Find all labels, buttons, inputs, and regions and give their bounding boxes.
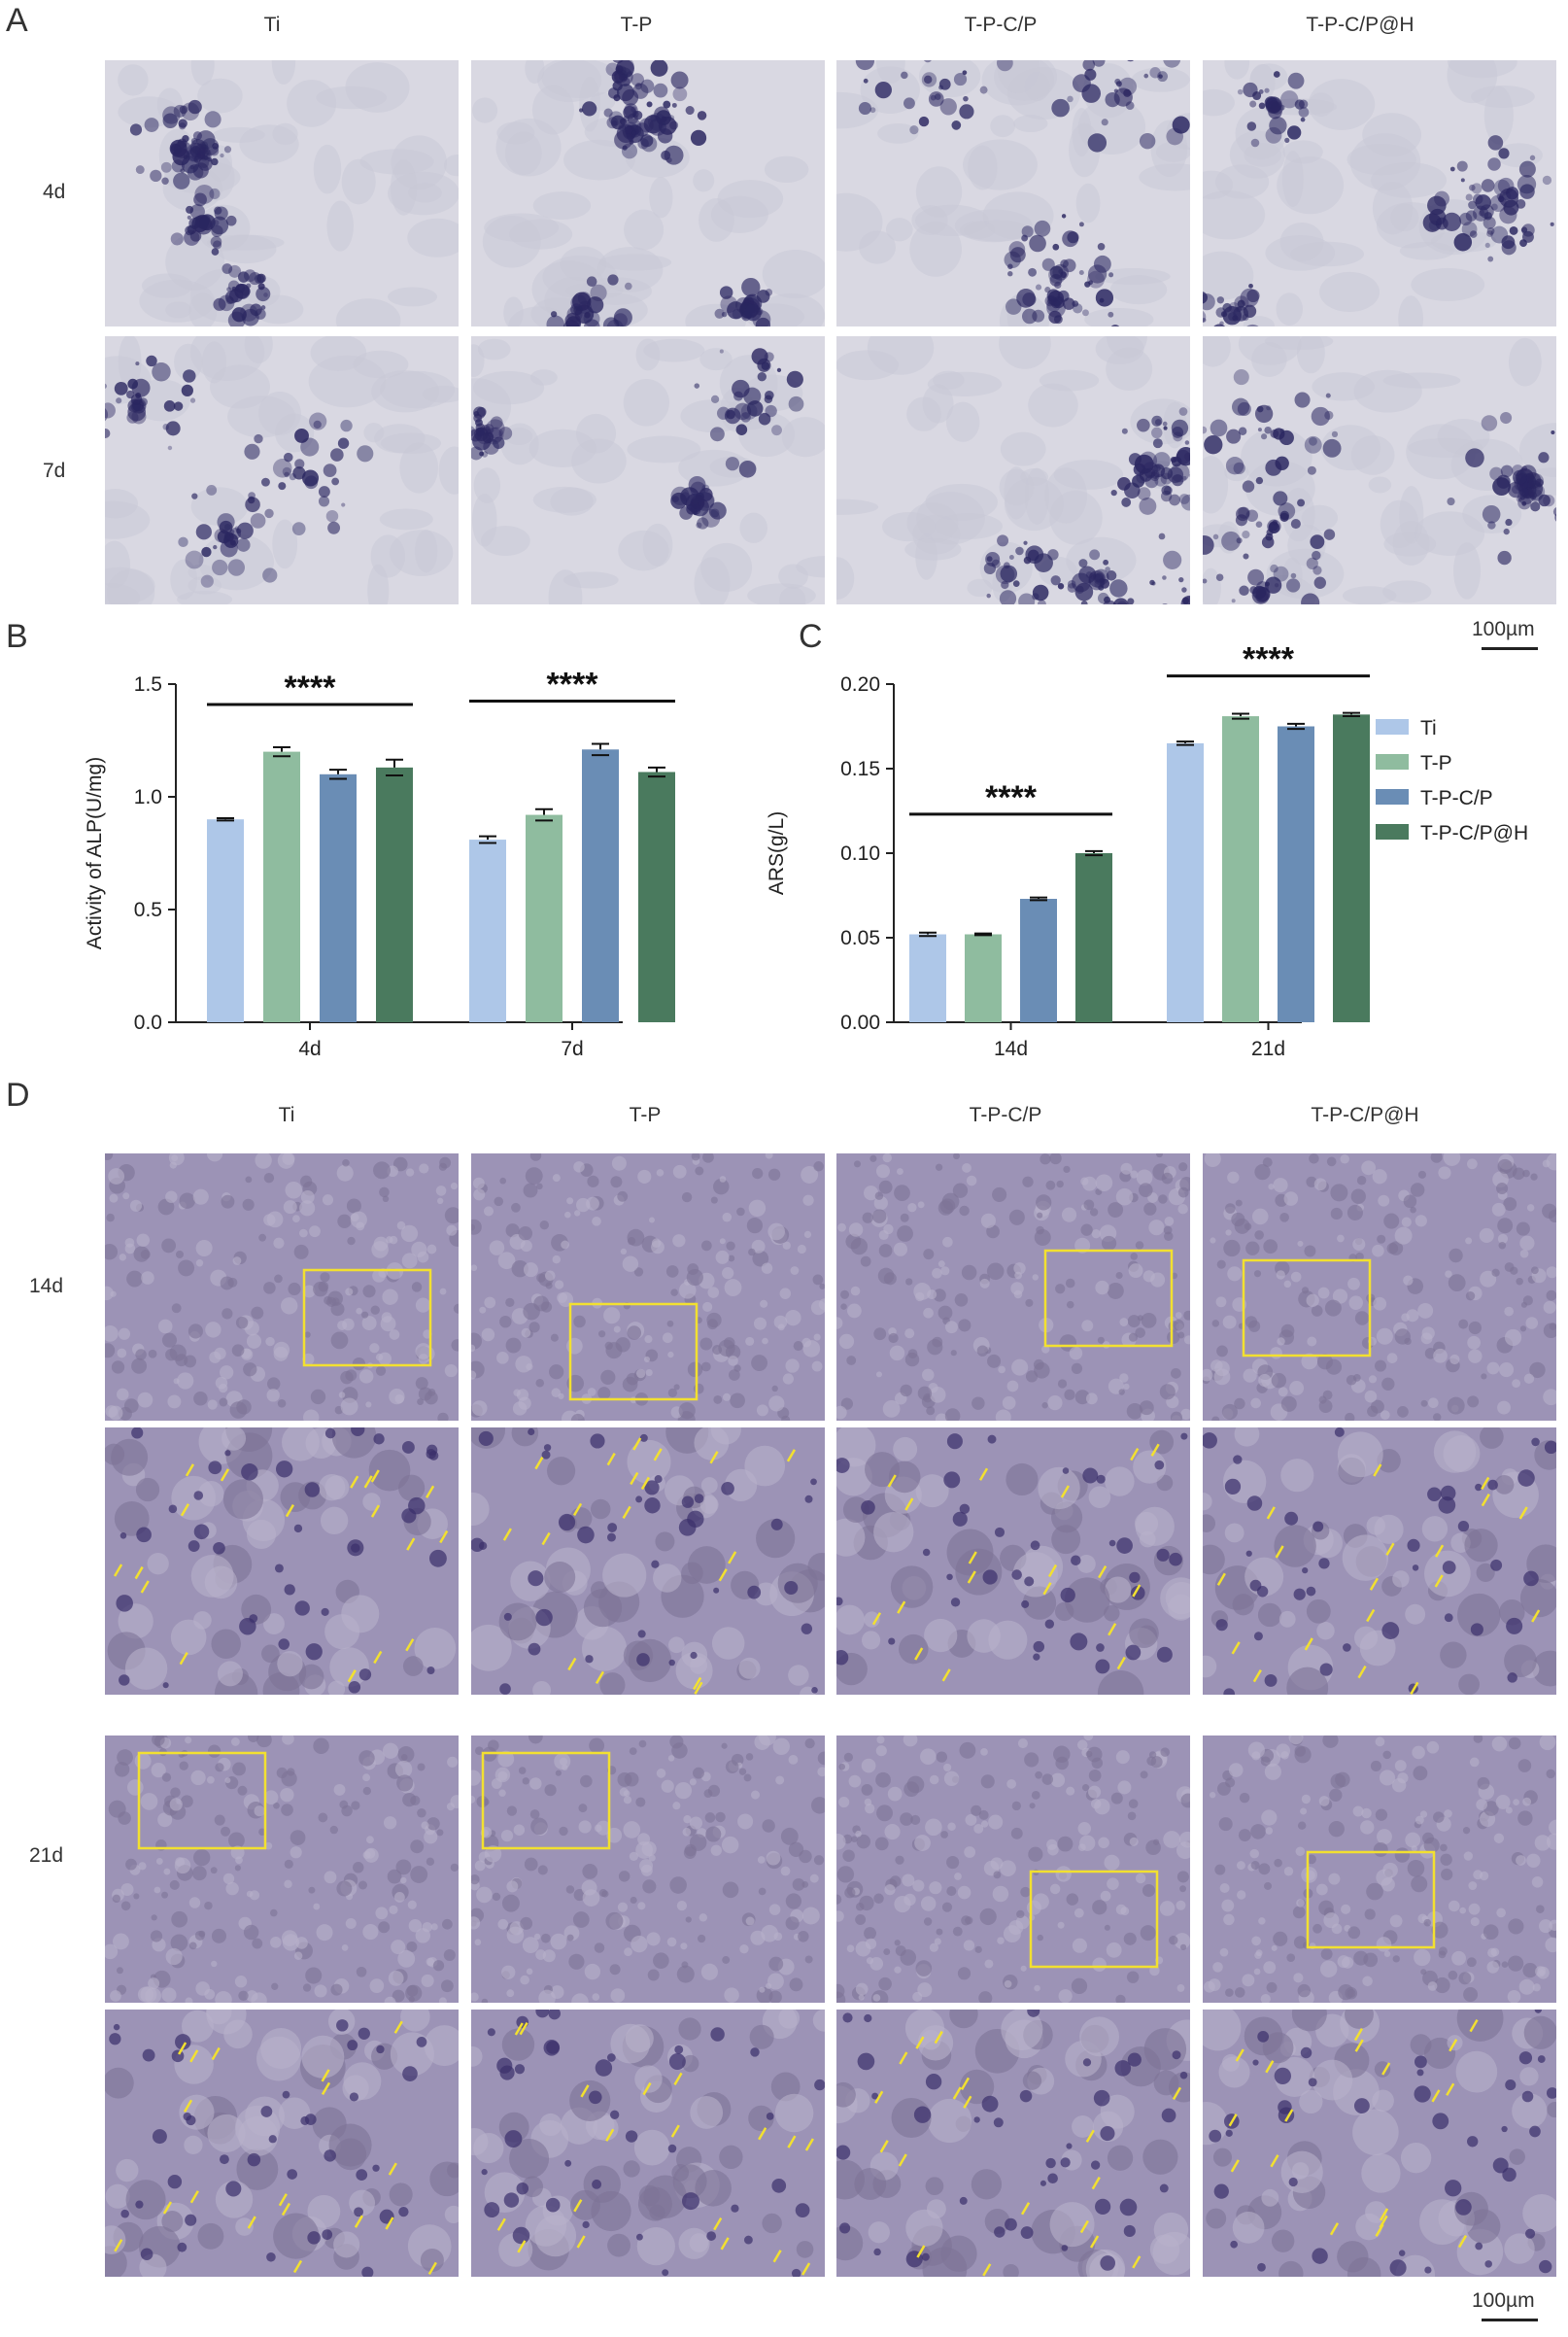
panel-d-row-21d: 21d: [29, 1844, 64, 1867]
ars-stain-zoom-21d-0: [105, 2010, 459, 2277]
ars-stain-overview-14d-1: [471, 1153, 825, 1421]
bar-Ti-14d: [909, 934, 946, 1022]
panel-c-letter: C: [799, 618, 823, 655]
ars-stain-overview-21d-0: [105, 1736, 459, 2003]
panel-a-col-tpcp: T-P-C/P: [964, 14, 1038, 36]
legend-label: Ti: [1420, 717, 1437, 739]
ars-stain-zoom-14d-1: [471, 1427, 825, 1695]
legend-label: T-P: [1420, 752, 1452, 774]
panel-a-row-7d: 7d: [43, 460, 66, 482]
panel-a-scale-bar: [1482, 647, 1538, 650]
y-tick-label: 0.0: [134, 1012, 162, 1034]
panel-a-col-tpcph: T-P-C/P@H: [1306, 14, 1415, 36]
ars-stain-zoom-14d-0: [105, 1427, 459, 1695]
bar-T-P-C/P-21d: [1278, 726, 1314, 1022]
panel-a-col-ti: Ti: [263, 14, 281, 36]
panel-d-col-tp: T-P: [629, 1104, 662, 1126]
bar-T-P-4d: [263, 751, 300, 1022]
legend-swatch: [1376, 754, 1409, 770]
panel-d-col-tpcph: T-P-C/P@H: [1311, 1104, 1419, 1126]
legend-label: T-P-C/P: [1420, 787, 1493, 809]
panel-d-col-ti: Ti: [278, 1104, 295, 1126]
bar-T-P-C/P@H-21d: [1333, 714, 1370, 1022]
ars-stain-overview-14d-2: [836, 1153, 1190, 1421]
alp-stain-image-4d-0: [105, 60, 459, 326]
panel-d-scale-label: 100µm: [1472, 2289, 1535, 2312]
x-tick-label: 7d: [561, 1038, 583, 1059]
ars-stain-zoom-21d-3: [1203, 2010, 1556, 2277]
bar-T-P-C/P-4d: [320, 773, 357, 1022]
y-tick-label: 0.00: [840, 1012, 880, 1034]
bar-T-P-14d: [965, 934, 1002, 1022]
y-axis-label: Activity of ALP(U/mg): [84, 757, 106, 949]
x-tick-label: 14d: [994, 1038, 1028, 1059]
y-axis-label: ARS(g/L): [766, 811, 788, 895]
ars-stain-overview-21d-3: [1203, 1736, 1556, 2003]
y-tick-label: 1.5: [134, 673, 162, 696]
bar-T-P-C/P@H-4d: [376, 767, 413, 1022]
ars-chart: 0.00 0.05 0.10 0.15 0.20 ARS(g/L) 14d **** 21d **…: [766, 641, 1528, 1059]
legend-swatch: [1376, 789, 1409, 805]
bar-T-P-C/P@H-7d: [638, 772, 675, 1022]
ars-stain-zoom-21d-2: [836, 2010, 1190, 2277]
bar-Ti-4d: [207, 819, 244, 1022]
alp-stain-image-4d-2: [836, 60, 1190, 326]
panel-a-letter: A: [6, 2, 28, 39]
ars-stain-overview-14d-3: [1203, 1153, 1556, 1421]
panel-b-letter: B: [6, 618, 28, 655]
ars-stain-zoom-21d-1: [471, 2010, 825, 2277]
alp-stain-image-7d-2: [836, 336, 1190, 604]
significance-stars: ****: [985, 779, 1038, 816]
x-tick-label: 4d: [298, 1038, 321, 1059]
ars-stain-zoom-14d-2: [836, 1427, 1190, 1695]
ars-stain-zoom-14d-3: [1203, 1427, 1556, 1695]
ars-stain-overview-21d-2: [836, 1736, 1190, 2003]
bar-T-P-C/P-7d: [582, 749, 619, 1022]
panel-d-row-14d: 14d: [29, 1275, 64, 1297]
y-tick-label: 0.20: [840, 673, 880, 696]
bar-T-P-C/P-14d: [1020, 898, 1057, 1022]
y-tick-label: 0.10: [840, 842, 880, 865]
alp-stain-image-4d-1: [471, 60, 825, 326]
panel-d-scale-bar: [1482, 2319, 1538, 2321]
alp-stain-image-4d-3: [1203, 60, 1556, 326]
significance-stars: ****: [1243, 641, 1295, 678]
bar-Ti-21d: [1167, 742, 1204, 1022]
ars-stain-overview-14d-0: [105, 1153, 459, 1421]
bar-T-P-21d: [1222, 716, 1259, 1022]
panel-a-scale-label: 100µm: [1472, 618, 1535, 640]
legend-swatch: [1376, 719, 1409, 735]
panel-d-col-tpcp: T-P-C/P: [969, 1104, 1042, 1126]
x-tick-label: 21d: [1251, 1038, 1285, 1059]
y-tick-label: 0.15: [840, 758, 880, 780]
ars-stain-overview-21d-1: [471, 1736, 825, 2003]
panel-a-col-tp: T-P: [620, 14, 653, 36]
y-tick-label: 0.5: [134, 899, 162, 921]
significance-stars: ****: [547, 666, 599, 703]
alp-stain-image-7d-0: [105, 336, 459, 604]
legend-swatch: [1376, 824, 1409, 840]
panel-d-letter: D: [6, 1077, 30, 1114]
panel-a-row-4d: 4d: [43, 181, 66, 203]
bar-T-P-C/P@H-14d: [1075, 853, 1112, 1022]
alp-stain-image-7d-1: [471, 336, 825, 604]
bar-T-P-7d: [526, 814, 562, 1022]
alp-activity-chart: 0.0 0.5 1.0 1.5 Activity of ALP(U/mg) 4d **** 7…: [84, 666, 675, 1059]
bar-Ti-7d: [469, 840, 506, 1022]
y-tick-label: 0.05: [840, 927, 880, 949]
alp-stain-image-7d-3: [1203, 336, 1556, 604]
legend-label: T-P-C/P@H: [1420, 822, 1528, 844]
y-tick-label: 1.0: [134, 786, 162, 808]
significance-stars: ****: [285, 670, 337, 706]
